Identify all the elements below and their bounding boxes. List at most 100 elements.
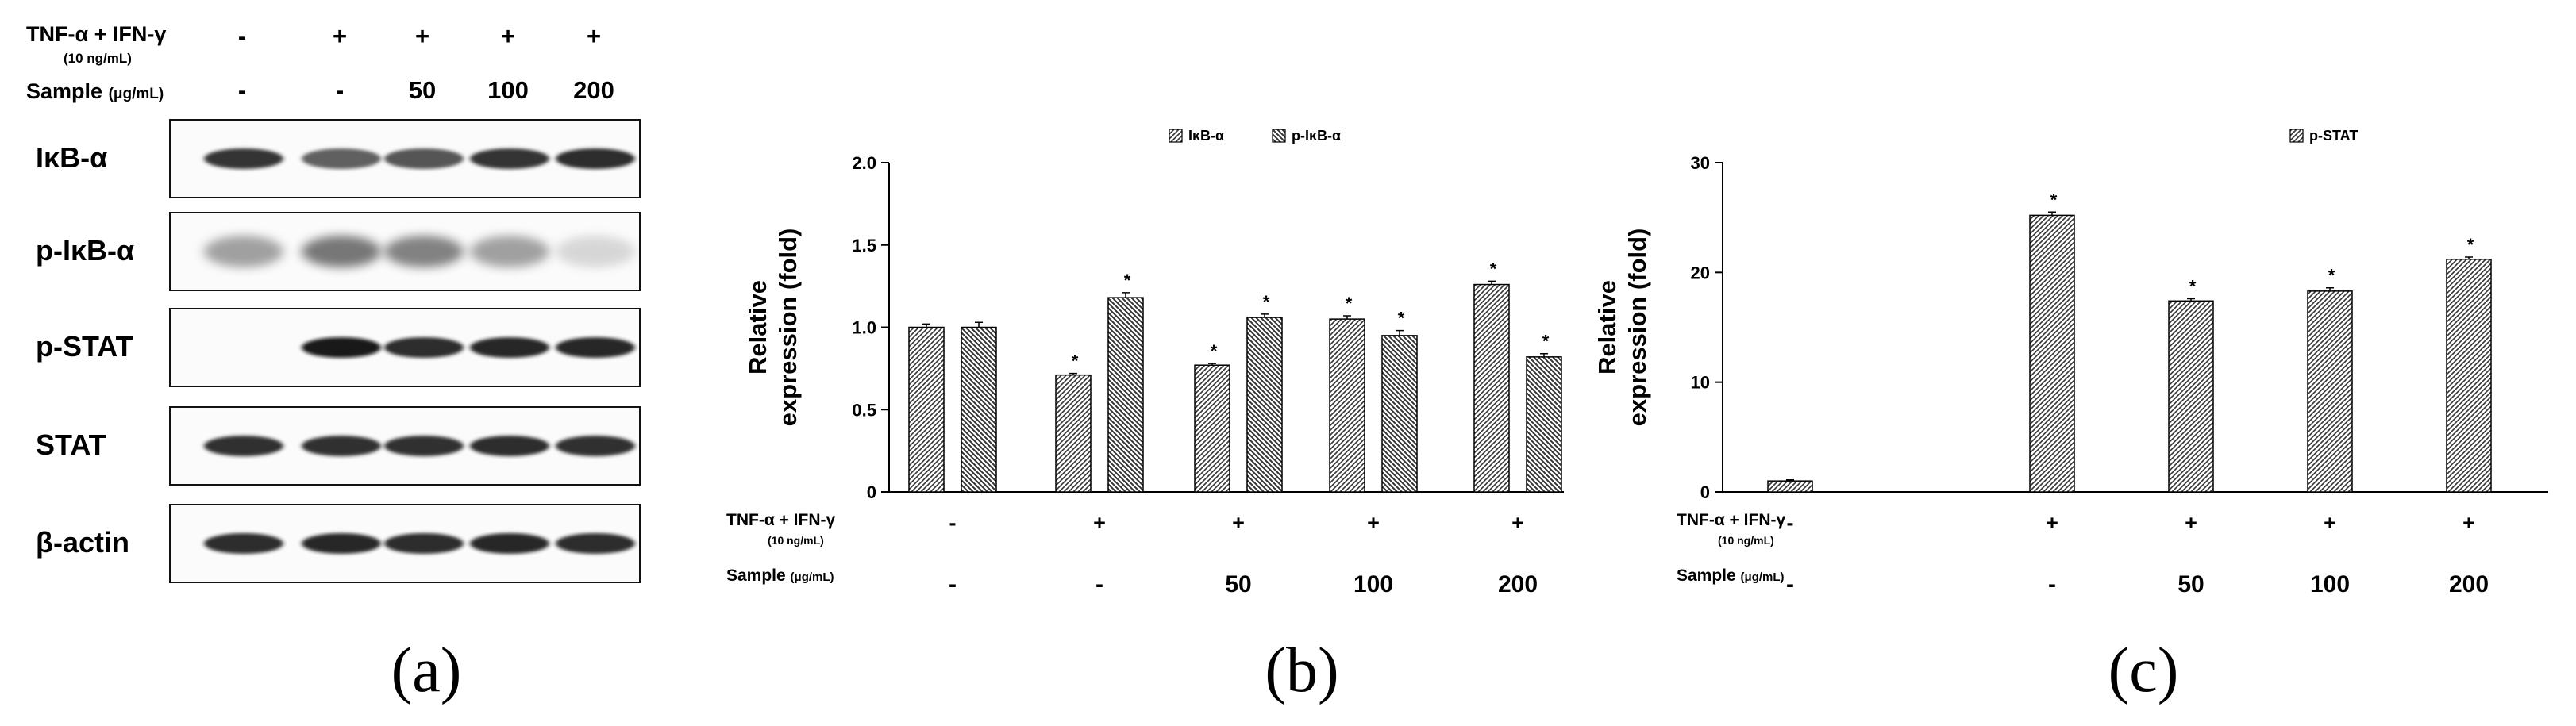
sample-label: Sample (μg/mL) xyxy=(726,567,834,585)
bar xyxy=(908,326,945,493)
blot-row-label: β-actin xyxy=(36,526,129,559)
blot-strip xyxy=(169,212,641,291)
blot-row-label: p-STAT xyxy=(36,330,133,363)
y-tick-label: 0 xyxy=(1700,482,1710,502)
significance-star: * xyxy=(2050,190,2058,209)
significance-star: * xyxy=(1072,351,1079,371)
error-bar xyxy=(2048,211,2056,216)
treatment-value: + xyxy=(1232,511,1245,535)
blot-strip xyxy=(169,406,641,486)
significance-star: * xyxy=(2467,235,2474,255)
blot-band xyxy=(384,148,464,169)
blot-strip xyxy=(169,119,641,198)
y-tick-label: 10 xyxy=(1691,373,1710,393)
blot-row-label: IκB-α xyxy=(36,141,108,174)
bar xyxy=(1473,283,1510,493)
sample-label-text: Sample xyxy=(26,79,103,103)
sample-value: 50 xyxy=(1225,571,1251,597)
blot-bands xyxy=(204,533,635,554)
blot-band xyxy=(556,533,635,554)
legend-label: IκB-α xyxy=(1188,128,1224,144)
blot-band xyxy=(302,337,381,358)
error-bar xyxy=(1488,280,1496,285)
sample-value: - xyxy=(237,76,247,104)
y-tick-label: 2.0 xyxy=(852,153,876,173)
error-bar xyxy=(922,323,930,328)
error-bar xyxy=(1208,363,1216,366)
error-bar xyxy=(1540,352,1548,357)
blot-strip xyxy=(169,504,641,583)
blot-band xyxy=(204,236,283,267)
treatment-value: + xyxy=(1511,511,1524,535)
blot-row-label: p-IκB-α xyxy=(36,234,135,267)
treatment-value: - xyxy=(949,511,957,535)
treatment-value: + xyxy=(500,22,516,50)
treatment-sublabel: (10 ng/mL) xyxy=(1718,534,1774,547)
significance-star: * xyxy=(1346,294,1353,313)
sample-value: - xyxy=(949,571,957,597)
treatment-label: TNF-α + IFN-γ xyxy=(1677,511,1785,529)
blot-bands xyxy=(204,436,635,456)
significance-star: * xyxy=(1124,271,1131,290)
treatment-value: + xyxy=(414,22,430,50)
error-bar xyxy=(1122,292,1130,298)
blot-band xyxy=(384,236,464,267)
y-tick-label: 20 xyxy=(1691,263,1710,282)
treatment-value: - xyxy=(237,22,247,50)
treatment-value: - xyxy=(1787,511,1794,535)
blot-band xyxy=(470,236,549,267)
significance-star: * xyxy=(1398,309,1405,328)
blot-band xyxy=(302,436,381,456)
sample-value: 200 xyxy=(2449,571,2489,597)
legend-label: p-STAT xyxy=(2309,128,2358,144)
sample-value: 200 xyxy=(1498,571,1538,597)
error-bar xyxy=(1786,479,1794,482)
blot-row-label: STAT xyxy=(36,428,106,461)
treatment-label: TNF-α + IFN-γ xyxy=(726,511,835,529)
blot-band xyxy=(556,337,635,358)
treatment-value: + xyxy=(1367,511,1380,535)
panel-label-c: (c) xyxy=(2108,636,2179,705)
treatment-value: + xyxy=(2324,511,2336,535)
error-bar xyxy=(2465,256,2473,259)
sample-value: 50 xyxy=(408,76,437,104)
sample-value: 200 xyxy=(573,76,614,104)
y-tick-label: 0.5 xyxy=(852,400,876,420)
bar xyxy=(1194,364,1230,493)
bar xyxy=(1329,318,1365,493)
sample-value: 100 xyxy=(2310,571,2350,597)
blot-band xyxy=(470,436,549,456)
sample-value: - xyxy=(1786,571,1794,597)
blot-band xyxy=(470,148,549,169)
significance-star: * xyxy=(2189,277,2197,297)
blot-bands xyxy=(204,236,635,267)
y-axis-label: expression (fold) xyxy=(1623,229,1651,427)
blot-band xyxy=(204,148,283,169)
treatment-value: + xyxy=(1093,511,1106,535)
blot-band xyxy=(470,533,549,554)
treatment-value: + xyxy=(332,22,348,50)
bar xyxy=(1246,317,1283,493)
treatment-value: + xyxy=(2185,511,2197,535)
sample-value: 50 xyxy=(2177,571,2204,597)
error-bar xyxy=(1261,313,1269,318)
treatment-label: TNF-α + IFN-γ xyxy=(26,22,167,46)
significance-star: * xyxy=(2328,266,2335,286)
sample-unit: (μg/mL) xyxy=(108,86,164,102)
bar xyxy=(2446,258,2492,493)
blot-band xyxy=(384,337,464,358)
blot-band xyxy=(302,236,381,267)
blot-band xyxy=(384,436,464,456)
legend-swatch xyxy=(1169,129,1183,143)
y-tick-label: 0 xyxy=(867,482,876,502)
treatment-sublabel: (10 ng/mL) xyxy=(768,534,824,547)
sample-value: 100 xyxy=(487,76,529,104)
chart-c: 0 10 20 30 Relative expression (fold) p-STAT * *… xyxy=(1596,128,2548,597)
treatment-value: + xyxy=(2462,511,2475,535)
y-tick-label: 30 xyxy=(1691,153,1710,173)
blot-bands xyxy=(302,337,635,358)
significance-star: * xyxy=(1263,292,1270,312)
bar xyxy=(2307,290,2353,493)
y-tick-label: 1.5 xyxy=(852,236,876,255)
sample-label: Sample (μg/mL) xyxy=(26,79,164,104)
